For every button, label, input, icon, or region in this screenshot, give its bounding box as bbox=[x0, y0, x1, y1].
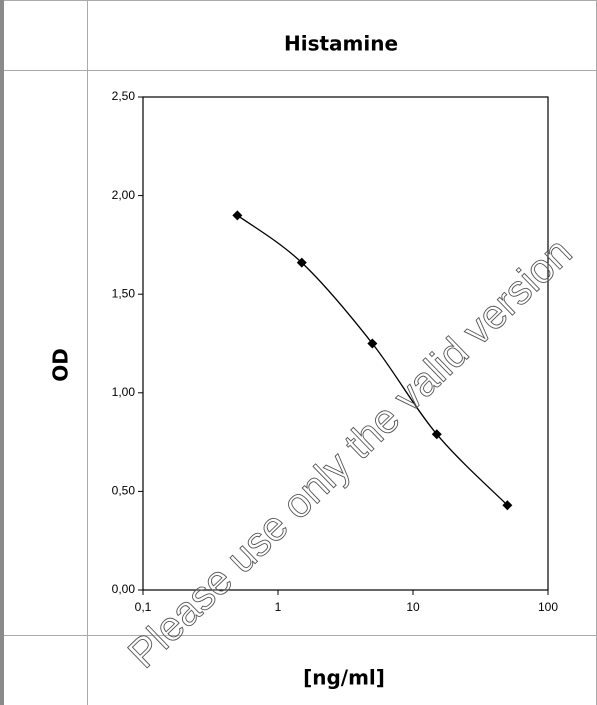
y-axis-label: OD bbox=[49, 348, 73, 382]
marker bbox=[296, 257, 307, 268]
y-tick-label: 2,00 bbox=[112, 188, 136, 202]
marker bbox=[431, 429, 442, 440]
marker bbox=[502, 500, 513, 511]
x-axis-label: [ng/ml] bbox=[303, 666, 385, 690]
marker bbox=[232, 210, 243, 221]
plot-frame bbox=[142, 96, 549, 591]
y-tick-label: 2,50 bbox=[112, 89, 136, 103]
x-tick-label: 100 bbox=[538, 600, 558, 614]
y-tick-label: 0,50 bbox=[112, 484, 136, 498]
table-header: Histamine bbox=[284, 32, 398, 56]
y-tick-label: 1,00 bbox=[112, 385, 136, 399]
plot: 0,00 0,50 1,00 1,50 2,00 2,50 0,1 1 10 100 bbox=[112, 89, 559, 614]
y-tick-label: 1,50 bbox=[112, 286, 136, 300]
y-tick-label: 0,00 bbox=[112, 582, 136, 596]
x-tick-label: 0,1 bbox=[135, 600, 152, 614]
x-tick-label: 1 bbox=[275, 600, 282, 614]
marker bbox=[367, 338, 378, 349]
table-border bbox=[0, 0, 4, 705]
x-tick-label: 10 bbox=[406, 600, 420, 614]
